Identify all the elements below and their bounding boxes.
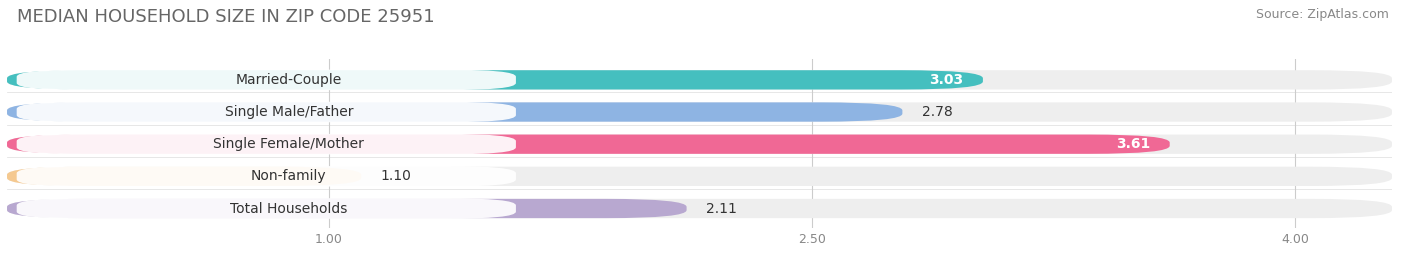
Text: 3.61: 3.61 — [1116, 137, 1150, 151]
FancyBboxPatch shape — [17, 70, 516, 90]
FancyBboxPatch shape — [7, 135, 1392, 154]
Text: Married-Couple: Married-Couple — [236, 73, 342, 87]
FancyBboxPatch shape — [7, 102, 903, 122]
FancyBboxPatch shape — [17, 166, 516, 187]
FancyBboxPatch shape — [7, 199, 686, 218]
Text: 1.10: 1.10 — [381, 169, 412, 183]
Text: 2.78: 2.78 — [922, 105, 952, 119]
Text: 3.03: 3.03 — [929, 73, 963, 87]
Text: Single Female/Mother: Single Female/Mother — [214, 137, 364, 151]
FancyBboxPatch shape — [7, 70, 983, 90]
FancyBboxPatch shape — [7, 167, 361, 186]
FancyBboxPatch shape — [17, 198, 516, 219]
FancyBboxPatch shape — [7, 70, 1392, 90]
Text: MEDIAN HOUSEHOLD SIZE IN ZIP CODE 25951: MEDIAN HOUSEHOLD SIZE IN ZIP CODE 25951 — [17, 8, 434, 26]
Text: Source: ZipAtlas.com: Source: ZipAtlas.com — [1256, 8, 1389, 21]
FancyBboxPatch shape — [17, 102, 516, 122]
Text: Single Male/Father: Single Male/Father — [225, 105, 353, 119]
FancyBboxPatch shape — [7, 135, 1170, 154]
Text: Non-family: Non-family — [252, 169, 326, 183]
FancyBboxPatch shape — [7, 167, 1392, 186]
Text: Total Households: Total Households — [231, 202, 347, 215]
FancyBboxPatch shape — [7, 102, 1392, 122]
FancyBboxPatch shape — [7, 199, 1392, 218]
FancyBboxPatch shape — [17, 134, 516, 154]
Text: 2.11: 2.11 — [706, 202, 737, 215]
